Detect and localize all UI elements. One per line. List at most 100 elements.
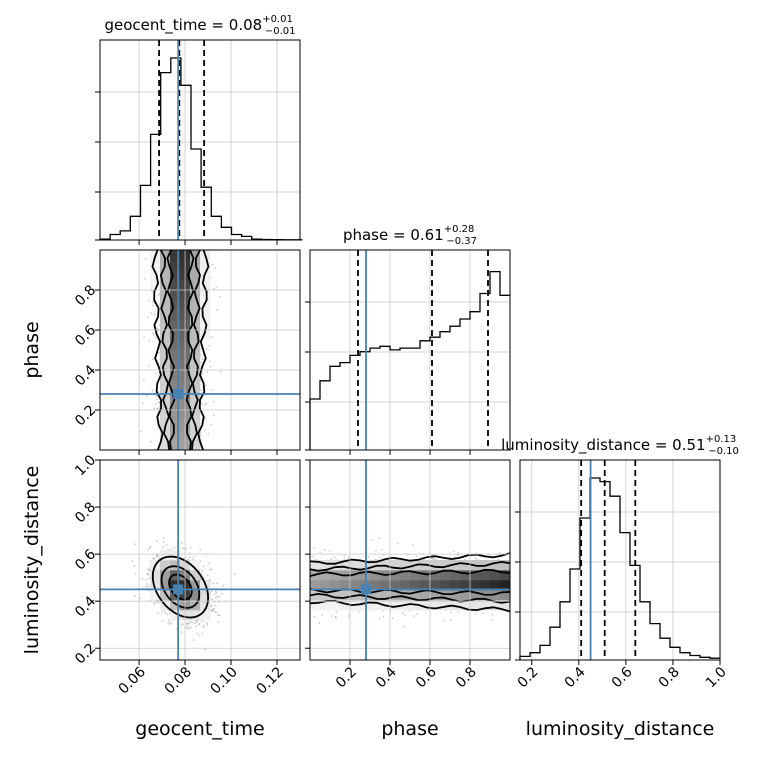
density-cell [170,300,181,311]
density-cell [330,580,341,591]
sample-point [215,597,217,599]
density-cell [190,350,201,361]
contour-line [310,592,510,604]
sample-point [169,623,172,625]
density-cell [370,560,381,571]
density-cell [160,360,171,371]
sample-point [152,301,154,304]
density-cell [190,360,201,371]
density-cell [190,440,201,450]
density-cell [200,600,211,611]
sample-point [157,612,160,614]
sample-point [162,537,165,540]
density-cell [160,300,171,311]
density-cell [390,600,401,611]
sample-point [371,539,373,541]
sample-point [143,336,146,338]
sample-point [180,631,183,634]
sample-point [140,430,143,433]
density-cell [430,590,441,601]
sample-point [150,440,153,443]
density-cell [310,580,321,591]
sample-point [318,622,321,625]
sample-point [378,617,381,620]
density-cell [470,570,481,581]
sample-point [313,547,315,549]
density-cell [450,570,461,581]
x-tick-label: 1.0 [703,664,730,691]
density-cell [380,590,391,601]
density-cell [330,600,341,611]
sample-point [207,432,210,435]
density-cell [430,570,441,581]
density-cell [160,250,171,261]
density-cell [440,580,451,591]
density-cell [500,590,510,601]
sample-point [144,257,147,260]
sample-point [201,632,204,635]
sample-point [133,565,136,567]
density-cell [170,560,181,571]
sample-point [215,309,218,311]
density-cell [170,270,181,281]
sample-point [204,429,207,431]
density-cell [410,580,421,591]
sample-point [343,558,346,561]
histogram-line [519,477,720,660]
sample-point [146,586,149,589]
density-cell [190,300,201,311]
density-cell [190,570,201,581]
sample-point [193,622,196,625]
sample-point [186,624,189,627]
density-cell [160,280,171,291]
density-cell [190,320,201,331]
sample-point [210,590,213,593]
density-cell [320,580,331,591]
density-cell [330,590,341,601]
density-cell [170,400,181,411]
density-cell [190,580,201,591]
density-cell [200,260,211,271]
contour-line [310,552,510,565]
sample-point [142,402,144,405]
sample-point [198,623,201,626]
density-cell [160,410,171,421]
density-cell [450,600,461,611]
density-panel [140,250,222,450]
sample-point [330,558,333,560]
sample-point [404,614,406,616]
sample-point [216,595,219,598]
density-cell [440,590,451,601]
x-tick-label: 0.8 [453,664,480,691]
marks-layer [99,40,720,660]
density-cell [340,600,351,611]
sample-point [148,585,150,588]
density-cell [420,570,431,581]
x-tick-label: 0.12 [254,664,287,697]
title-prefix: luminosity_distance = [501,436,672,455]
sample-point [180,624,183,626]
density-cell [400,560,411,571]
sample-point [214,604,217,607]
density-cell [170,360,181,371]
density-cell [390,590,401,601]
sample-point [408,610,411,612]
sample-point [162,541,165,543]
density-cell [470,600,481,611]
sample-point [157,427,160,430]
panel-frame [99,39,301,241]
density-cell [490,590,501,601]
text-layer: 0.06 0.08 0.10 0.12 0.2 0.4 0.6 0.8 0.2 0.4 0.6 0.8… [21,14,739,740]
title-upper-error: +0.28 [444,224,475,235]
sample-point [212,582,215,585]
density-cell [150,590,161,601]
sample-point [201,570,204,572]
sample-point [335,616,337,619]
density-cell [170,350,181,361]
density-cell [400,590,411,601]
density-cell [170,260,181,271]
histogram-line [99,57,303,241]
sample-point [199,431,202,434]
density-cell [410,590,421,601]
title-lower-error: −0.10 [708,446,739,457]
